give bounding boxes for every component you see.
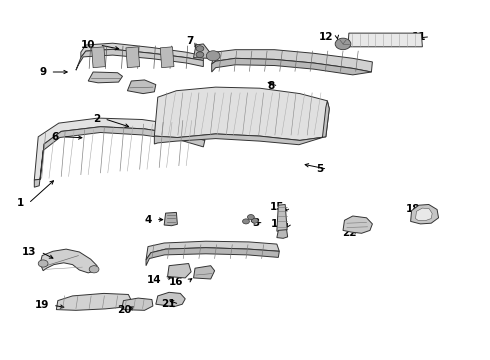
Polygon shape: [348, 33, 422, 47]
Polygon shape: [212, 58, 371, 75]
Polygon shape: [127, 80, 156, 94]
Text: 4: 4: [145, 215, 152, 225]
Text: 19: 19: [35, 300, 49, 310]
Polygon shape: [34, 127, 205, 187]
Circle shape: [206, 51, 220, 61]
Text: 10: 10: [81, 40, 96, 50]
Text: 1: 1: [17, 198, 24, 208]
Text: 17: 17: [270, 219, 285, 229]
Circle shape: [196, 46, 204, 51]
Circle shape: [335, 38, 351, 50]
Polygon shape: [40, 249, 97, 273]
Text: 11: 11: [412, 32, 426, 42]
Text: 15: 15: [270, 202, 284, 212]
Polygon shape: [146, 248, 279, 266]
Polygon shape: [411, 204, 439, 224]
Text: 13: 13: [22, 247, 37, 257]
Polygon shape: [343, 216, 372, 233]
Polygon shape: [56, 293, 131, 310]
Text: 6: 6: [51, 132, 59, 142]
Circle shape: [38, 260, 48, 267]
Polygon shape: [81, 43, 203, 60]
Text: 9: 9: [39, 67, 47, 77]
Polygon shape: [168, 264, 191, 278]
Text: 18: 18: [406, 204, 420, 214]
Polygon shape: [160, 47, 174, 68]
Text: 5: 5: [316, 164, 323, 174]
Polygon shape: [76, 49, 203, 70]
Polygon shape: [34, 118, 205, 180]
Text: 3: 3: [252, 218, 260, 228]
Polygon shape: [154, 87, 329, 140]
Polygon shape: [92, 47, 105, 68]
Text: 21: 21: [161, 299, 175, 309]
Text: 8: 8: [267, 81, 274, 91]
Polygon shape: [122, 298, 153, 310]
Text: 22: 22: [342, 228, 357, 238]
Circle shape: [89, 266, 99, 273]
Polygon shape: [88, 72, 122, 83]
Text: 14: 14: [147, 275, 162, 285]
Polygon shape: [126, 47, 140, 68]
Text: 7: 7: [186, 36, 194, 46]
Text: 20: 20: [117, 305, 131, 315]
Polygon shape: [156, 292, 185, 307]
Polygon shape: [146, 241, 279, 260]
Polygon shape: [164, 212, 177, 226]
Text: 12: 12: [318, 32, 333, 42]
Circle shape: [251, 218, 258, 223]
Circle shape: [196, 52, 204, 58]
Circle shape: [243, 219, 249, 224]
Text: 2: 2: [93, 114, 100, 124]
Polygon shape: [277, 230, 288, 238]
Polygon shape: [154, 101, 329, 145]
Polygon shape: [416, 208, 432, 221]
Polygon shape: [194, 266, 215, 279]
Text: 16: 16: [169, 276, 184, 287]
Polygon shape: [194, 44, 210, 58]
Circle shape: [247, 215, 254, 220]
Polygon shape: [277, 204, 287, 232]
Polygon shape: [212, 50, 372, 72]
